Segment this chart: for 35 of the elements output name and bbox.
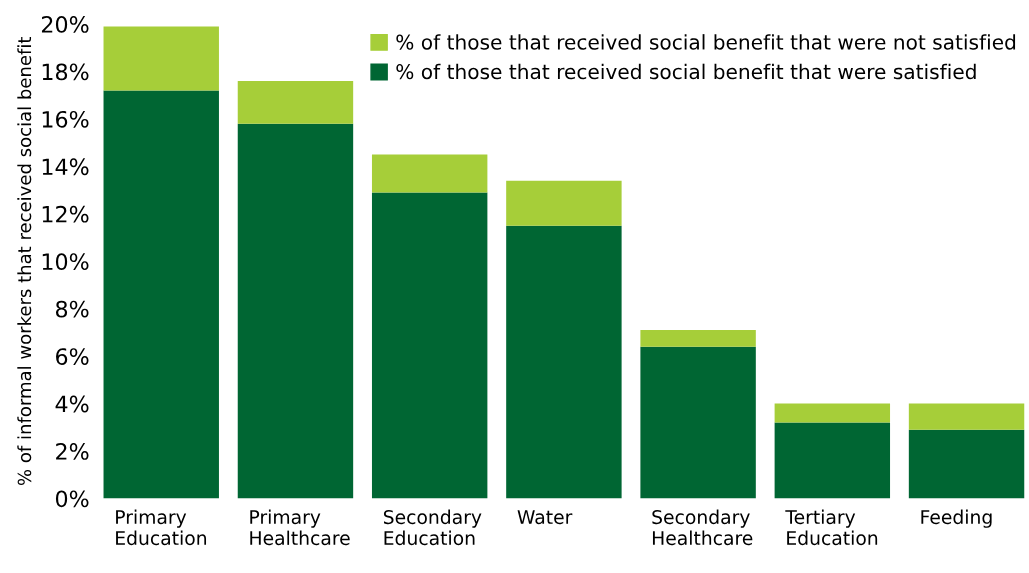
bar bbox=[371, 192, 488, 499]
bar bbox=[506, 180, 622, 226]
y-tick-label: 18% bbox=[42, 63, 89, 81]
bar bbox=[237, 123, 354, 499]
y-tick-label: 12% bbox=[42, 205, 89, 223]
bar bbox=[371, 154, 488, 193]
y-tick-label: 0% bbox=[55, 490, 89, 508]
legend-label: % of those that received social benefit that were not satisfied bbox=[396, 34, 1016, 50]
legend-label: % of those that received social benefit that were satisfied bbox=[396, 63, 976, 80]
y-tick-label: 14% bbox=[42, 158, 89, 176]
x-tick-label: Secondary Education bbox=[383, 509, 482, 546]
x-tick-label: Secondary Healthcare bbox=[652, 509, 753, 546]
bar bbox=[774, 403, 891, 423]
bar bbox=[640, 346, 756, 499]
x-tick-label: Primary Education bbox=[116, 509, 207, 546]
y-tick-label: 8% bbox=[55, 300, 89, 318]
bar bbox=[506, 225, 622, 499]
bar bbox=[103, 90, 219, 499]
bar bbox=[640, 330, 756, 347]
y-tick-label: 2% bbox=[56, 443, 89, 460]
bar bbox=[237, 81, 354, 124]
y-tick-label: 4% bbox=[55, 395, 89, 413]
x-tick-label: Feeding bbox=[921, 509, 992, 528]
y-tick-label: 6% bbox=[56, 348, 89, 365]
y-tick-label: 16% bbox=[42, 110, 89, 128]
bar bbox=[908, 403, 1025, 430]
y-tick-label: 10% bbox=[42, 253, 89, 271]
y-axis-title: % of informal workers that received social benefit bbox=[17, 36, 32, 486]
x-tick-label: Tertiary Education bbox=[785, 509, 878, 546]
bar bbox=[103, 26, 219, 91]
x-tick-label: Water bbox=[517, 510, 573, 525]
x-tick-label: Primary Healthcare bbox=[250, 509, 350, 546]
y-tick-label: 20% bbox=[41, 16, 89, 33]
bar bbox=[908, 429, 1025, 499]
bar bbox=[774, 422, 891, 499]
